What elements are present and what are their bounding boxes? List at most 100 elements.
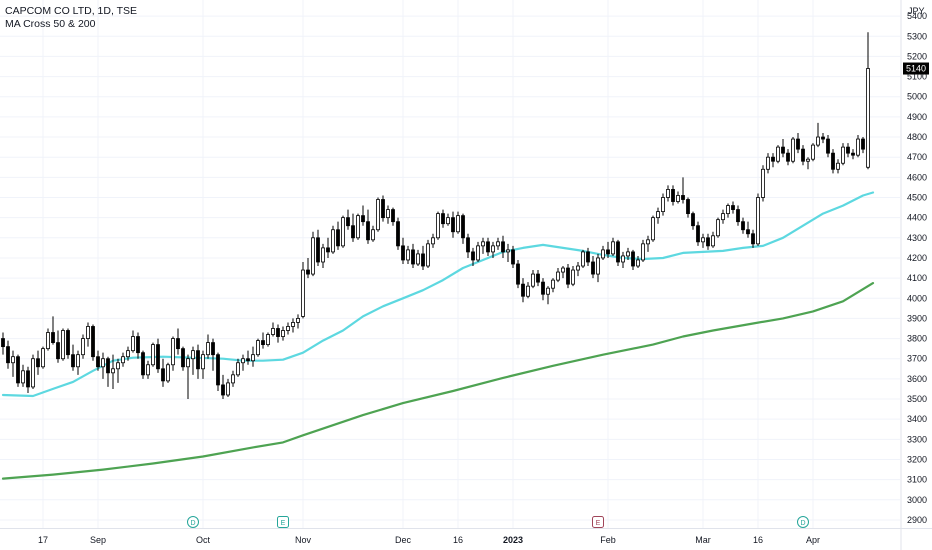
candle [16, 354, 20, 387]
candle-body [681, 195, 685, 200]
candle [381, 195, 385, 222]
price-tick-label: 3100 [907, 475, 927, 485]
earnings-icon [277, 516, 289, 528]
candle [136, 332, 140, 359]
candle-body [531, 273, 535, 287]
candle-body [841, 146, 845, 164]
candle-body [251, 354, 255, 362]
candle-body [11, 356, 15, 364]
time-axis[interactable]: 17 Sep Oct Nov Dec 16 2023 Feb Mar 16 Apr [0, 528, 932, 546]
candle-body [511, 249, 515, 265]
candle [86, 322, 90, 347]
candle-body [336, 229, 340, 247]
candle-body [396, 221, 400, 247]
candle-body [201, 354, 205, 370]
indicator-label[interactable]: MA Cross 50 & 200 [5, 18, 96, 30]
candle-body [721, 213, 725, 221]
candle [861, 137, 865, 154]
candle [821, 133, 825, 144]
candle-body [56, 342, 60, 360]
candle [716, 217, 720, 238]
candle-body [471, 251, 475, 261]
candle-body [586, 251, 590, 263]
candle [576, 261, 580, 277]
candle-body [836, 162, 840, 170]
candle [826, 135, 830, 158]
candle [181, 346, 185, 371]
candle [541, 278, 545, 301]
candle-body [851, 152, 855, 156]
candle [756, 193, 760, 246]
candle [266, 332, 270, 347]
candle [296, 314, 300, 329]
candle-body [401, 245, 405, 261]
candle [731, 201, 735, 214]
earnings-marker[interactable]: E [277, 516, 289, 528]
candle [46, 328, 50, 351]
candle [201, 350, 205, 379]
candle-body [186, 358, 190, 368]
candle [761, 165, 765, 202]
last-price-tag-bg [903, 62, 929, 75]
candle-body [106, 358, 110, 374]
candle [121, 352, 125, 367]
candle-body [176, 338, 180, 350]
price-tick-label: 3200 [907, 454, 927, 464]
candle [521, 278, 525, 303]
candle-body [256, 340, 260, 356]
candle [101, 352, 105, 379]
candle [321, 243, 325, 269]
candle [516, 259, 520, 289]
candle [561, 266, 565, 279]
candle [831, 149, 835, 174]
candle-body [706, 237, 710, 247]
candle [866, 32, 870, 170]
candle-body [606, 249, 610, 255]
candle-body [381, 199, 385, 219]
candle-body [621, 255, 625, 263]
price-axis[interactable]: 2900 3000 3100 3200 3300 3400 3500 3600 3700 3800… [900, 0, 929, 550]
candle-body [66, 330, 70, 356]
price-tick-label: 4800 [907, 132, 927, 142]
candle-body [716, 219, 720, 237]
time-tick-label: Nov [295, 535, 312, 545]
chart-title: CAPCOM CO LTD, 1D, TSE [5, 5, 138, 17]
candle-body [421, 253, 425, 267]
candle [6, 340, 10, 369]
candle-body [481, 241, 485, 247]
candle [591, 255, 595, 279]
candle-body [556, 271, 560, 281]
candle-body [171, 338, 175, 366]
candle [461, 213, 465, 244]
dividend-marker[interactable]: D [797, 516, 809, 528]
candle [31, 354, 35, 389]
candle-body [781, 146, 785, 154]
candle-body [646, 239, 650, 245]
candle-body [541, 281, 545, 295]
candle [536, 270, 540, 287]
candle-body [691, 213, 695, 227]
earnings-marker[interactable]: E [592, 516, 604, 528]
candle [546, 286, 550, 305]
price-tick-label: 4200 [907, 253, 927, 263]
candle-body [166, 364, 170, 382]
candle [66, 328, 70, 359]
candle [451, 211, 455, 238]
candle [171, 336, 175, 371]
candle-body [486, 241, 490, 253]
candle [621, 251, 625, 269]
candle-body [631, 251, 635, 267]
candle [276, 324, 280, 343]
candle-body [301, 269, 305, 317]
candle [356, 213, 360, 240]
candle-body [281, 330, 285, 337]
candle-body [431, 237, 435, 245]
dividend-marker[interactable]: D [187, 516, 199, 528]
candle [401, 237, 405, 264]
candle [191, 346, 195, 375]
candle [471, 247, 475, 267]
candle-body [26, 370, 30, 388]
candle-body [491, 245, 495, 253]
price-tick-label: 3500 [907, 394, 927, 404]
